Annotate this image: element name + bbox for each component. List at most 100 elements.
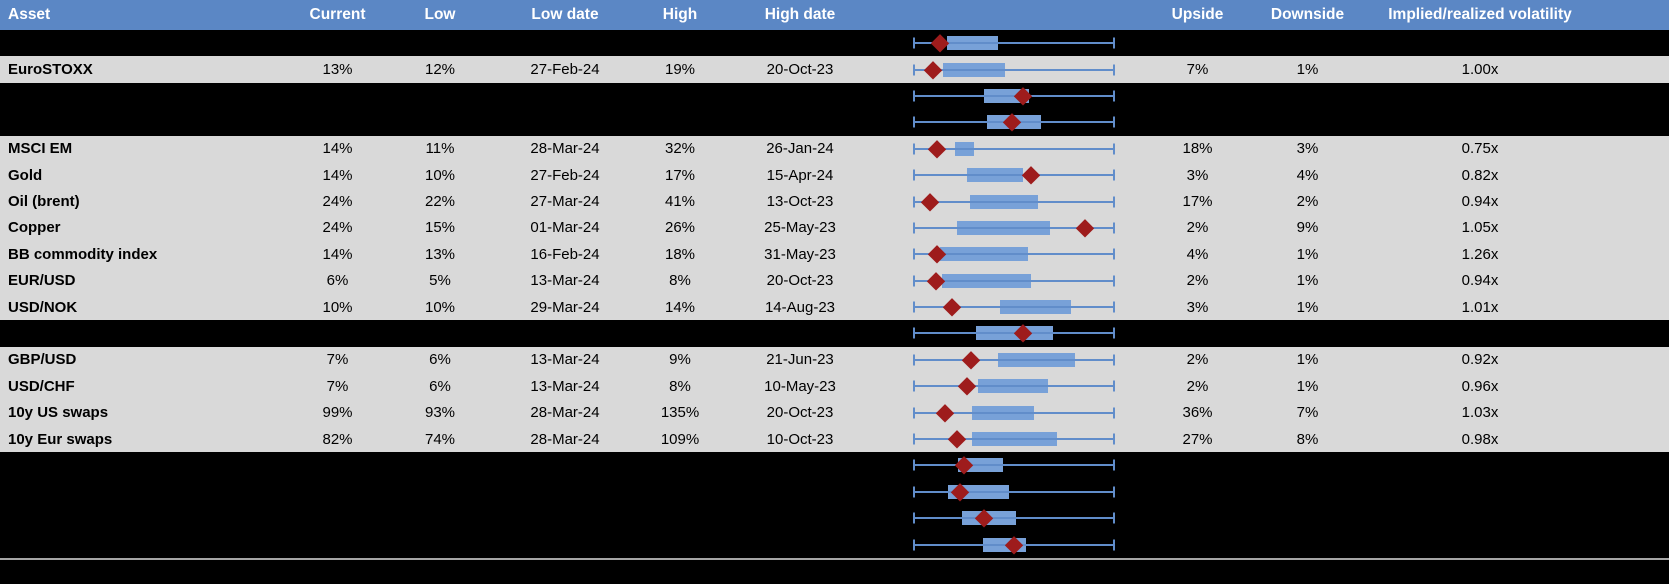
upside-cell[interactable]: 2% [1186,377,1209,395]
current-cell[interactable]: 14% [322,140,353,158]
downside-cell[interactable]: 1% [1296,61,1319,79]
upside-cell[interactable]: 36% [1182,404,1213,422]
high-date-cell[interactable]: 10-May-23 [764,377,836,395]
asset-cell[interactable]: Copper [8,219,61,237]
downside-cell[interactable]: 2% [1296,193,1319,211]
implied-cell[interactable]: 1.00x [1461,61,1499,79]
high-cell[interactable]: 17% [664,166,696,184]
high-date-cell[interactable]: 15-Apr-24 [766,166,834,184]
implied-cell[interactable]: 0.94x [1461,272,1499,290]
downside-cell[interactable]: 1% [1296,298,1319,316]
low-date-cell[interactable]: 13-Mar-24 [530,272,600,290]
upside-cell[interactable]: 3% [1186,298,1209,316]
high-cell[interactable]: 18% [664,245,696,263]
low-cell[interactable]: 74% [424,430,456,448]
asset-cell[interactable]: EUR/USD [8,272,76,290]
low-cell[interactable]: 6% [429,377,451,395]
low-date-cell[interactable]: 29-Mar-24 [530,298,600,316]
low-date-cell[interactable]: 27-Feb-24 [530,61,600,79]
current-cell[interactable]: 99% [322,404,353,422]
current-cell[interactable]: 24% [322,219,353,237]
low-date-cell[interactable]: 01-Mar-24 [530,219,600,237]
downside-cell[interactable]: 7% [1296,404,1319,422]
current-cell[interactable]: 24% [322,193,353,211]
implied-cell[interactable]: 0.82x [1461,166,1499,184]
low-date-cell[interactable]: 13-Mar-24 [530,377,600,395]
asset-cell[interactable]: Oil (brent) [8,193,80,211]
low-cell[interactable]: 5% [429,272,451,290]
high-cell[interactable]: 32% [664,140,696,158]
low-cell[interactable]: 22% [424,193,456,211]
header-upside[interactable]: Upside [1171,6,1224,23]
current-cell[interactable]: 82% [322,430,353,448]
asset-cell[interactable]: Gold [8,166,43,184]
high-cell[interactable]: 26% [664,219,696,237]
high-date-cell[interactable]: 13-Oct-23 [766,193,834,211]
current-cell[interactable]: 7% [326,351,349,369]
high-date-cell[interactable]: 20-Oct-23 [766,61,834,79]
current-cell[interactable]: 14% [322,166,353,184]
implied-cell[interactable]: 1.26x [1461,245,1499,263]
downside-cell[interactable]: 1% [1296,272,1319,290]
low-date-cell[interactable]: 16-Feb-24 [530,245,600,263]
high-date-cell[interactable]: 10-Oct-23 [766,430,834,448]
low-cell[interactable]: 15% [424,219,456,237]
high-cell[interactable]: 135% [660,404,700,422]
downside-cell[interactable]: 9% [1296,219,1319,237]
low-date-cell[interactable]: 28-Mar-24 [530,404,600,422]
implied-cell[interactable]: 1.05x [1461,219,1499,237]
asset-cell[interactable]: USD/NOK [8,298,78,316]
high-date-cell[interactable]: 20-Oct-23 [766,404,834,422]
asset-cell[interactable]: 10y Eur swaps [8,430,113,448]
asset-cell[interactable]: USD/CHF [8,377,75,395]
downside-cell[interactable]: 3% [1296,140,1319,158]
implied-cell[interactable]: 1.03x [1461,404,1499,422]
low-cell[interactable]: 11% [425,140,455,158]
current-cell[interactable]: 13% [322,61,353,79]
current-cell[interactable]: 10% [322,298,353,316]
implied-cell[interactable]: 1.01x [1461,298,1499,316]
downside-cell[interactable]: 1% [1296,245,1319,263]
high-cell[interactable]: 8% [669,272,691,290]
upside-cell[interactable]: 27% [1182,430,1213,448]
upside-cell[interactable]: 3% [1186,166,1209,184]
high-date-cell[interactable]: 20-Oct-23 [766,272,834,290]
current-cell[interactable]: 7% [326,377,349,395]
upside-cell[interactable]: 18% [1182,140,1213,158]
current-cell[interactable]: 6% [326,272,349,290]
low-date-cell[interactable]: 13-Mar-24 [530,351,600,369]
asset-cell[interactable]: GBP/USD [8,351,77,369]
low-date-cell[interactable]: 27-Mar-24 [530,193,600,211]
high-cell[interactable]: 9% [669,351,691,369]
header-current[interactable]: Current [309,6,366,23]
upside-cell[interactable]: 2% [1186,351,1209,369]
upside-cell[interactable]: 7% [1186,61,1209,79]
header-implied-realized[interactable]: Implied/realized volatility [1388,6,1572,23]
current-cell[interactable]: 14% [322,245,353,263]
downside-cell[interactable]: 1% [1296,351,1319,369]
header-high[interactable]: High [662,6,698,23]
high-cell[interactable]: 41% [664,193,696,211]
high-date-cell[interactable]: 26-Jan-24 [766,140,834,158]
high-date-cell[interactable]: 14-Aug-23 [764,298,836,316]
implied-cell[interactable]: 0.96x [1461,377,1499,395]
upside-cell[interactable]: 17% [1182,193,1213,211]
asset-cell[interactable]: EuroSTOXX [8,61,93,79]
high-date-cell[interactable]: 25-May-23 [764,219,836,237]
upside-cell[interactable]: 4% [1186,245,1209,263]
header-asset[interactable]: Asset [8,6,51,23]
asset-cell[interactable]: BB commodity index [8,245,158,263]
implied-cell[interactable]: 0.94x [1461,193,1499,211]
asset-cell[interactable]: 10y US swaps [8,404,109,422]
upside-cell[interactable]: 2% [1186,272,1209,290]
upside-cell[interactable]: 2% [1186,219,1209,237]
implied-cell[interactable]: 0.98x [1461,430,1499,448]
asset-cell[interactable]: MSCI EM [8,140,73,158]
header-downside[interactable]: Downside [1270,6,1345,23]
low-date-cell[interactable]: 28-Mar-24 [530,430,600,448]
low-date-cell[interactable]: 28-Mar-24 [530,140,600,158]
high-date-cell[interactable]: 21-Jun-23 [766,351,834,369]
high-cell[interactable]: 109% [660,430,700,448]
implied-cell[interactable]: 0.75x [1461,140,1499,158]
low-cell[interactable]: 12% [424,61,456,79]
